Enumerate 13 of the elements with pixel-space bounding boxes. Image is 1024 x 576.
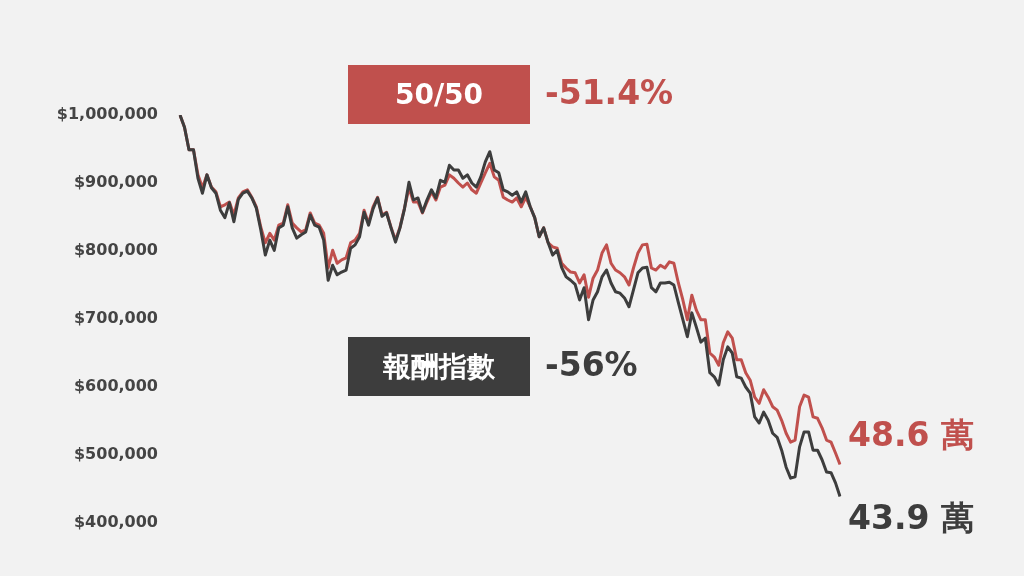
y-tick-label: $600,000 [73,376,158,396]
y-tick-label: $900,000 [73,172,158,192]
y-tick-label: $700,000 [73,308,158,328]
text: 48.6 萬 [848,413,974,456]
y-tick-label: $800,000 [73,240,158,260]
annotation: -56% [545,345,638,384]
y-tick-label: $1,000,000 [56,104,158,124]
y-tick-label: $500,000 [73,444,158,464]
text: 報酬指數 [348,337,530,396]
y-tick-label: $400,000 [73,512,158,532]
text: -51.4% [545,73,674,112]
text: 43.9 萬 [848,497,974,540]
series-label: 50/50 [348,65,530,124]
